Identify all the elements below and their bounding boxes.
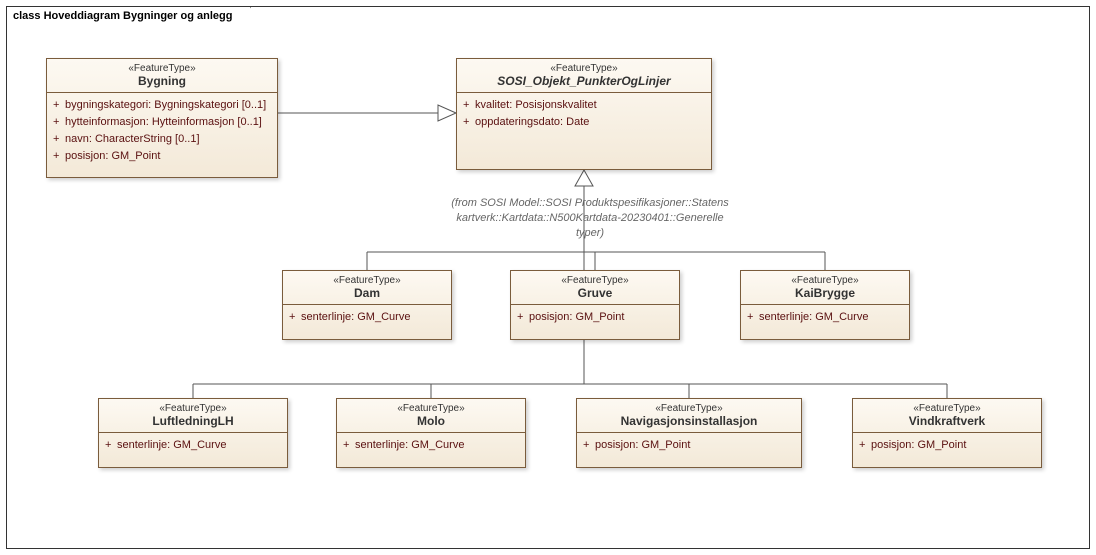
class-name: Gruve <box>517 286 673 300</box>
class-header: «FeatureType»SOSI_Objekt_PunkterOgLinjer <box>457 59 711 93</box>
attribute-text: senterlinje: GM_Curve <box>117 439 226 451</box>
class-stereotype: «FeatureType» <box>859 403 1035 414</box>
class-name: Dam <box>289 286 445 300</box>
attribute-text: oppdateringsdato: Date <box>475 116 589 128</box>
class-header: «FeatureType»Navigasjonsinstallasjon <box>577 399 801 433</box>
attribute-text: senterlinje: GM_Curve <box>301 311 410 323</box>
class-attribute: +senterlinje: GM_Curve <box>343 437 519 454</box>
class-dam: «FeatureType»Dam +senterlinje: GM_Curve <box>282 270 452 340</box>
visibility-marker: + <box>53 114 65 131</box>
class-attribute: +posisjon: GM_Point <box>583 437 795 454</box>
class-gruve: «FeatureType»Gruve +posisjon: GM_Point <box>510 270 680 340</box>
class-stereotype: «FeatureType» <box>747 275 903 286</box>
frame-title: class Hoveddiagram Bygninger og anlegg <box>6 6 251 26</box>
attribute-text: posisjon: GM_Point <box>65 150 160 162</box>
class-body: +senterlinje: GM_Curve <box>337 433 525 458</box>
class-attribute: +hytteinformasjon: Hytteinformasjon [0..… <box>53 114 271 131</box>
class-bygning: «FeatureType»Bygning+bygningskategori: B… <box>46 58 278 178</box>
visibility-marker: + <box>343 437 355 454</box>
visibility-marker: + <box>53 148 65 165</box>
class-stereotype: «FeatureType» <box>289 275 445 286</box>
class-body: +senterlinje: GM_Curve <box>99 433 287 458</box>
attribute-text: hytteinformasjon: Hytteinformasjon [0..1… <box>65 116 262 128</box>
class-name: Vindkraftverk <box>859 414 1035 428</box>
class-header: «FeatureType»Bygning <box>47 59 277 93</box>
visibility-marker: + <box>463 97 475 114</box>
class-attribute: +senterlinje: GM_Curve <box>289 309 445 326</box>
class-body: +bygningskategori: Bygningskategori [0..… <box>47 93 277 169</box>
package-path-note: (from SOSI Model::SOSI Produktspesifikas… <box>440 196 740 241</box>
class-name: Navigasjonsinstallasjon <box>583 414 795 428</box>
class-name: KaiBrygge <box>747 286 903 300</box>
class-body: +senterlinje: GM_Curve <box>741 305 909 330</box>
class-body: +posisjon: GM_Point <box>577 433 801 458</box>
class-header: «FeatureType»KaiBrygge <box>741 271 909 305</box>
diagram-canvas: class Hoveddiagram Bygninger og anlegg «… <box>0 0 1096 555</box>
visibility-marker: + <box>859 437 871 454</box>
class-body: +posisjon: GM_Point <box>853 433 1041 458</box>
visibility-marker: + <box>517 309 529 326</box>
class-body: +posisjon: GM_Point <box>511 305 679 330</box>
class-stereotype: «FeatureType» <box>463 63 705 74</box>
class-name: Molo <box>343 414 519 428</box>
attribute-text: posisjon: GM_Point <box>871 439 966 451</box>
class-sosi: «FeatureType»SOSI_Objekt_PunkterOgLinjer… <box>456 58 712 170</box>
package-note-line: typer) <box>440 226 740 241</box>
class-navinst: «FeatureType»Navigasjonsinstallasjon +pos… <box>576 398 802 468</box>
class-attribute: +posisjon: GM_Point <box>53 148 271 165</box>
attribute-text: senterlinje: GM_Curve <box>355 439 464 451</box>
class-body: +kvalitet: Posisjonskvalitet+oppdatering… <box>457 93 711 135</box>
class-kaibrygge: «FeatureType»KaiBrygge +senterlinje: GM_C… <box>740 270 910 340</box>
visibility-marker: + <box>747 309 759 326</box>
package-note-line: (from SOSI Model::SOSI Produktspesifikas… <box>440 196 740 211</box>
class-vindkraft: «FeatureType»Vindkraftverk +posisjon: GM_… <box>852 398 1042 468</box>
attribute-text: senterlinje: GM_Curve <box>759 311 868 323</box>
class-name: SOSI_Objekt_PunkterOgLinjer <box>463 74 705 88</box>
attribute-text: posisjon: GM_Point <box>529 311 624 323</box>
class-attribute: +navn: CharacterString [0..1] <box>53 131 271 148</box>
attribute-text: bygningskategori: Bygningskategori [0..1… <box>65 99 266 111</box>
class-header: «FeatureType»Gruve <box>511 271 679 305</box>
class-stereotype: «FeatureType» <box>105 403 281 414</box>
visibility-marker: + <box>289 309 301 326</box>
class-attribute: +posisjon: GM_Point <box>859 437 1035 454</box>
class-header: «FeatureType»Vindkraftverk <box>853 399 1041 433</box>
class-molo: «FeatureType»Molo +senterlinje: GM_Curve <box>336 398 526 468</box>
package-note-line: kartverk::Kartdata::N500Kartdata-2023040… <box>440 211 740 226</box>
attribute-text: kvalitet: Posisjonskvalitet <box>475 99 597 111</box>
class-stereotype: «FeatureType» <box>343 403 519 414</box>
attribute-text: posisjon: GM_Point <box>595 439 690 451</box>
visibility-marker: + <box>105 437 117 454</box>
class-header: «FeatureType»Dam <box>283 271 451 305</box>
class-stereotype: «FeatureType» <box>583 403 795 414</box>
visibility-marker: + <box>53 131 65 148</box>
class-name: Bygning <box>53 74 271 88</box>
class-attribute: +bygningskategori: Bygningskategori [0..… <box>53 97 271 114</box>
class-stereotype: «FeatureType» <box>517 275 673 286</box>
class-name: LuftledningLH <box>105 414 281 428</box>
class-luftledning: «FeatureType»LuftledningLH +senterlinje: … <box>98 398 288 468</box>
class-body: +senterlinje: GM_Curve <box>283 305 451 330</box>
class-attribute: +posisjon: GM_Point <box>517 309 673 326</box>
visibility-marker: + <box>583 437 595 454</box>
visibility-marker: + <box>463 114 475 131</box>
class-header: «FeatureType»Molo <box>337 399 525 433</box>
class-stereotype: «FeatureType» <box>53 63 271 74</box>
class-header: «FeatureType»LuftledningLH <box>99 399 287 433</box>
class-attribute: +senterlinje: GM_Curve <box>105 437 281 454</box>
attribute-text: navn: CharacterString [0..1] <box>65 133 200 145</box>
class-attribute: +oppdateringsdato: Date <box>463 114 705 131</box>
class-attribute: +kvalitet: Posisjonskvalitet <box>463 97 705 114</box>
class-attribute: +senterlinje: GM_Curve <box>747 309 903 326</box>
visibility-marker: + <box>53 97 65 114</box>
